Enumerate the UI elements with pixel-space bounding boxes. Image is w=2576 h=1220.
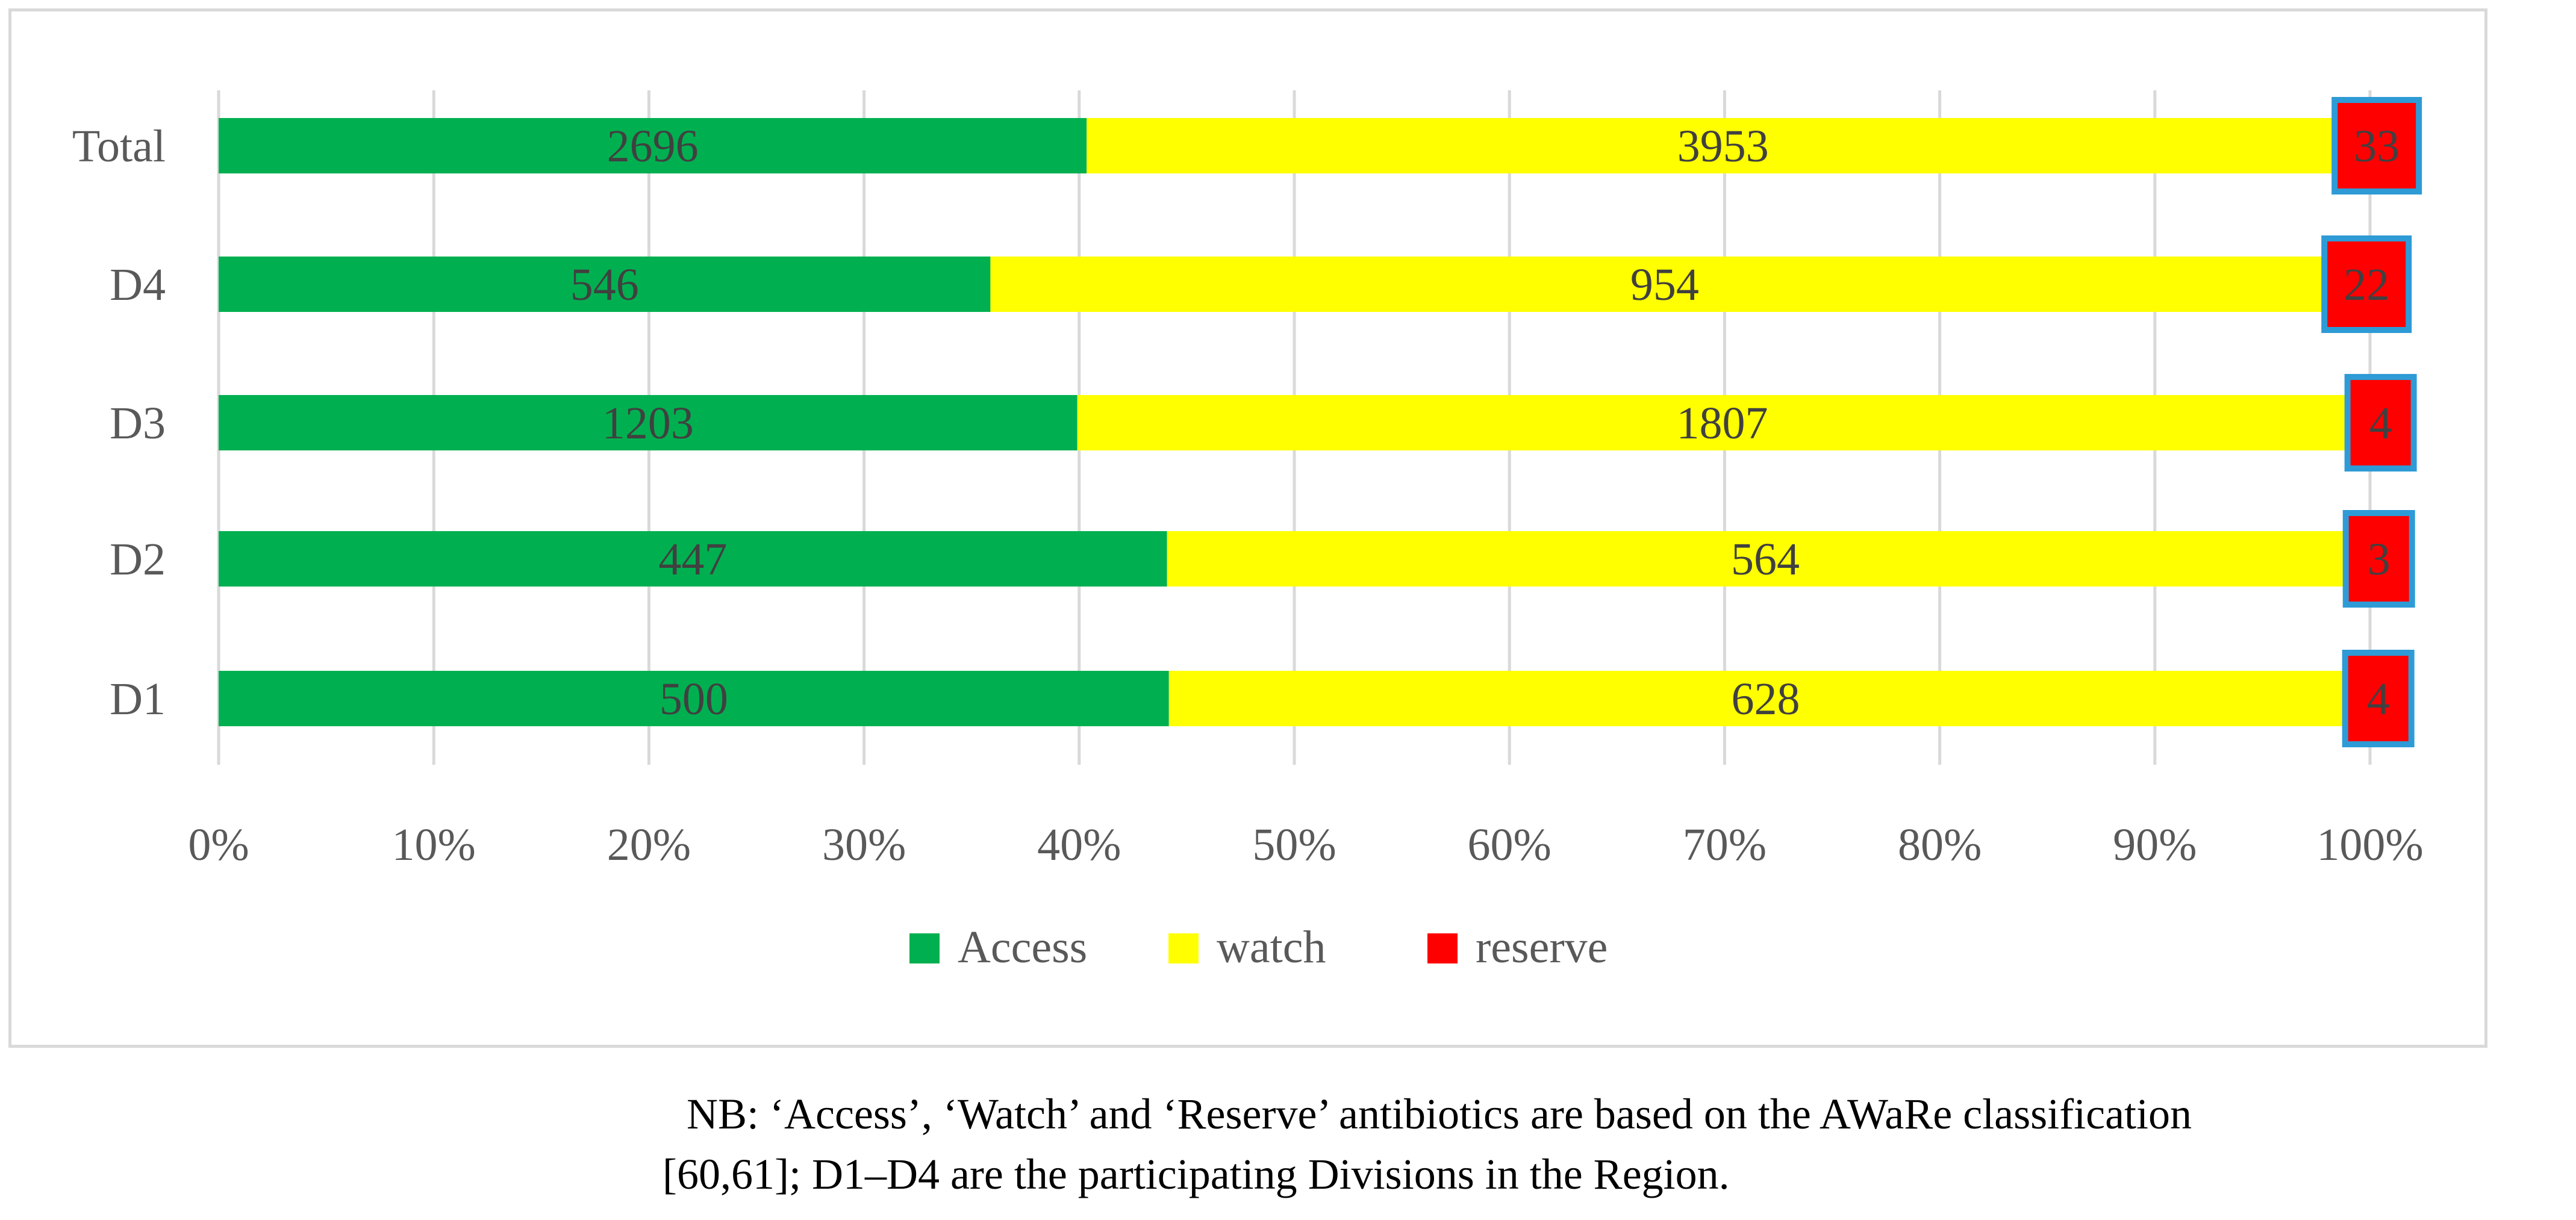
legend-swatch-access (909, 933, 940, 963)
stacked-bar-chart: 0% 10% 20% 30% 40% 50% 60% 70% 80% 90% 100% Total 26… (72, 90, 2424, 973)
data-label-d2-access: 447 (658, 534, 727, 585)
x-tick-label-90: 90% (2113, 820, 2197, 870)
x-tick-label-80: 80% (1898, 820, 1982, 870)
bar-d4-access (219, 257, 991, 312)
category-label-d2: D2 (110, 534, 166, 585)
x-tick-label-30: 30% (822, 820, 906, 870)
x-tick-label-60: 60% (1468, 820, 1552, 870)
data-label-d3-access: 1203 (602, 398, 694, 449)
data-label-d1-reserve: 4 (2367, 674, 2390, 724)
data-label-total-watch: 3953 (1677, 121, 1769, 172)
category-label-d4: D4 (110, 260, 166, 310)
x-tick-label-10: 10% (392, 820, 476, 870)
category-label-total: Total (72, 121, 166, 172)
bar-total-access (219, 118, 1087, 173)
legend-swatch-watch (1168, 933, 1199, 963)
bar-total-watch (1087, 118, 2360, 173)
data-label-d2-reserve: 3 (2368, 534, 2390, 585)
legend-label-reserve: reserve (1476, 922, 1608, 973)
note-line-2: [60,61]; D1–D4 are the participating Div… (663, 1150, 1730, 1198)
category-label-d1: D1 (110, 674, 166, 724)
x-tick-label-20: 20% (607, 820, 691, 870)
figure-note: NB: ‘Access’, ‘Watch’ and ‘Reserve’ anti… (663, 1084, 2572, 1204)
data-label-d1-watch: 628 (1732, 674, 1800, 724)
data-label-box-total-reserve (2331, 97, 2422, 195)
data-label-box-d1-reserve (2342, 650, 2415, 747)
bar-d2-watch (1167, 531, 2364, 587)
data-label-total-access: 2696 (607, 121, 699, 172)
data-label-d1-access: 500 (660, 674, 728, 724)
legend-label-access: Access (958, 922, 1087, 973)
chart-frame (8, 8, 2487, 1048)
x-tick-label-40: 40% (1037, 820, 1121, 870)
legend-swatch-reserve (1427, 933, 1458, 963)
x-tick-label-70: 70% (1683, 820, 1767, 870)
bar-d2-access (219, 531, 1167, 587)
data-label-d3-watch: 1807 (1676, 398, 1768, 449)
data-label-d4-access: 546 (570, 260, 639, 310)
legend-label-watch: watch (1217, 922, 1326, 973)
note-line-1: NB: ‘Access’, ‘Watch’ and ‘Reserve’ anti… (687, 1090, 2192, 1138)
bar-d4-watch (990, 257, 2339, 312)
x-tick-label-100: 100% (2316, 820, 2423, 870)
data-label-box-d2-reserve (2342, 510, 2415, 608)
x-tick-label-50: 50% (1252, 820, 1336, 870)
bar-d1-access (219, 671, 1169, 726)
data-label-total-reserve: 33 (2354, 121, 2400, 172)
category-label-d3: D3 (110, 398, 166, 449)
bar-d1-watch (1168, 671, 2363, 726)
bar-d3-watch (1077, 395, 2368, 450)
data-label-box-d4-reserve (2321, 235, 2412, 333)
data-label-box-d3-reserve (2344, 374, 2417, 472)
bar-d3-access (219, 395, 1077, 450)
x-tick-label-0: 0% (188, 820, 249, 870)
data-label-d2-watch: 564 (1731, 534, 1800, 585)
data-label-d4-reserve: 22 (2344, 260, 2389, 310)
data-label-d4-watch: 954 (1630, 260, 1699, 310)
data-label-d3-reserve: 4 (2369, 398, 2392, 449)
